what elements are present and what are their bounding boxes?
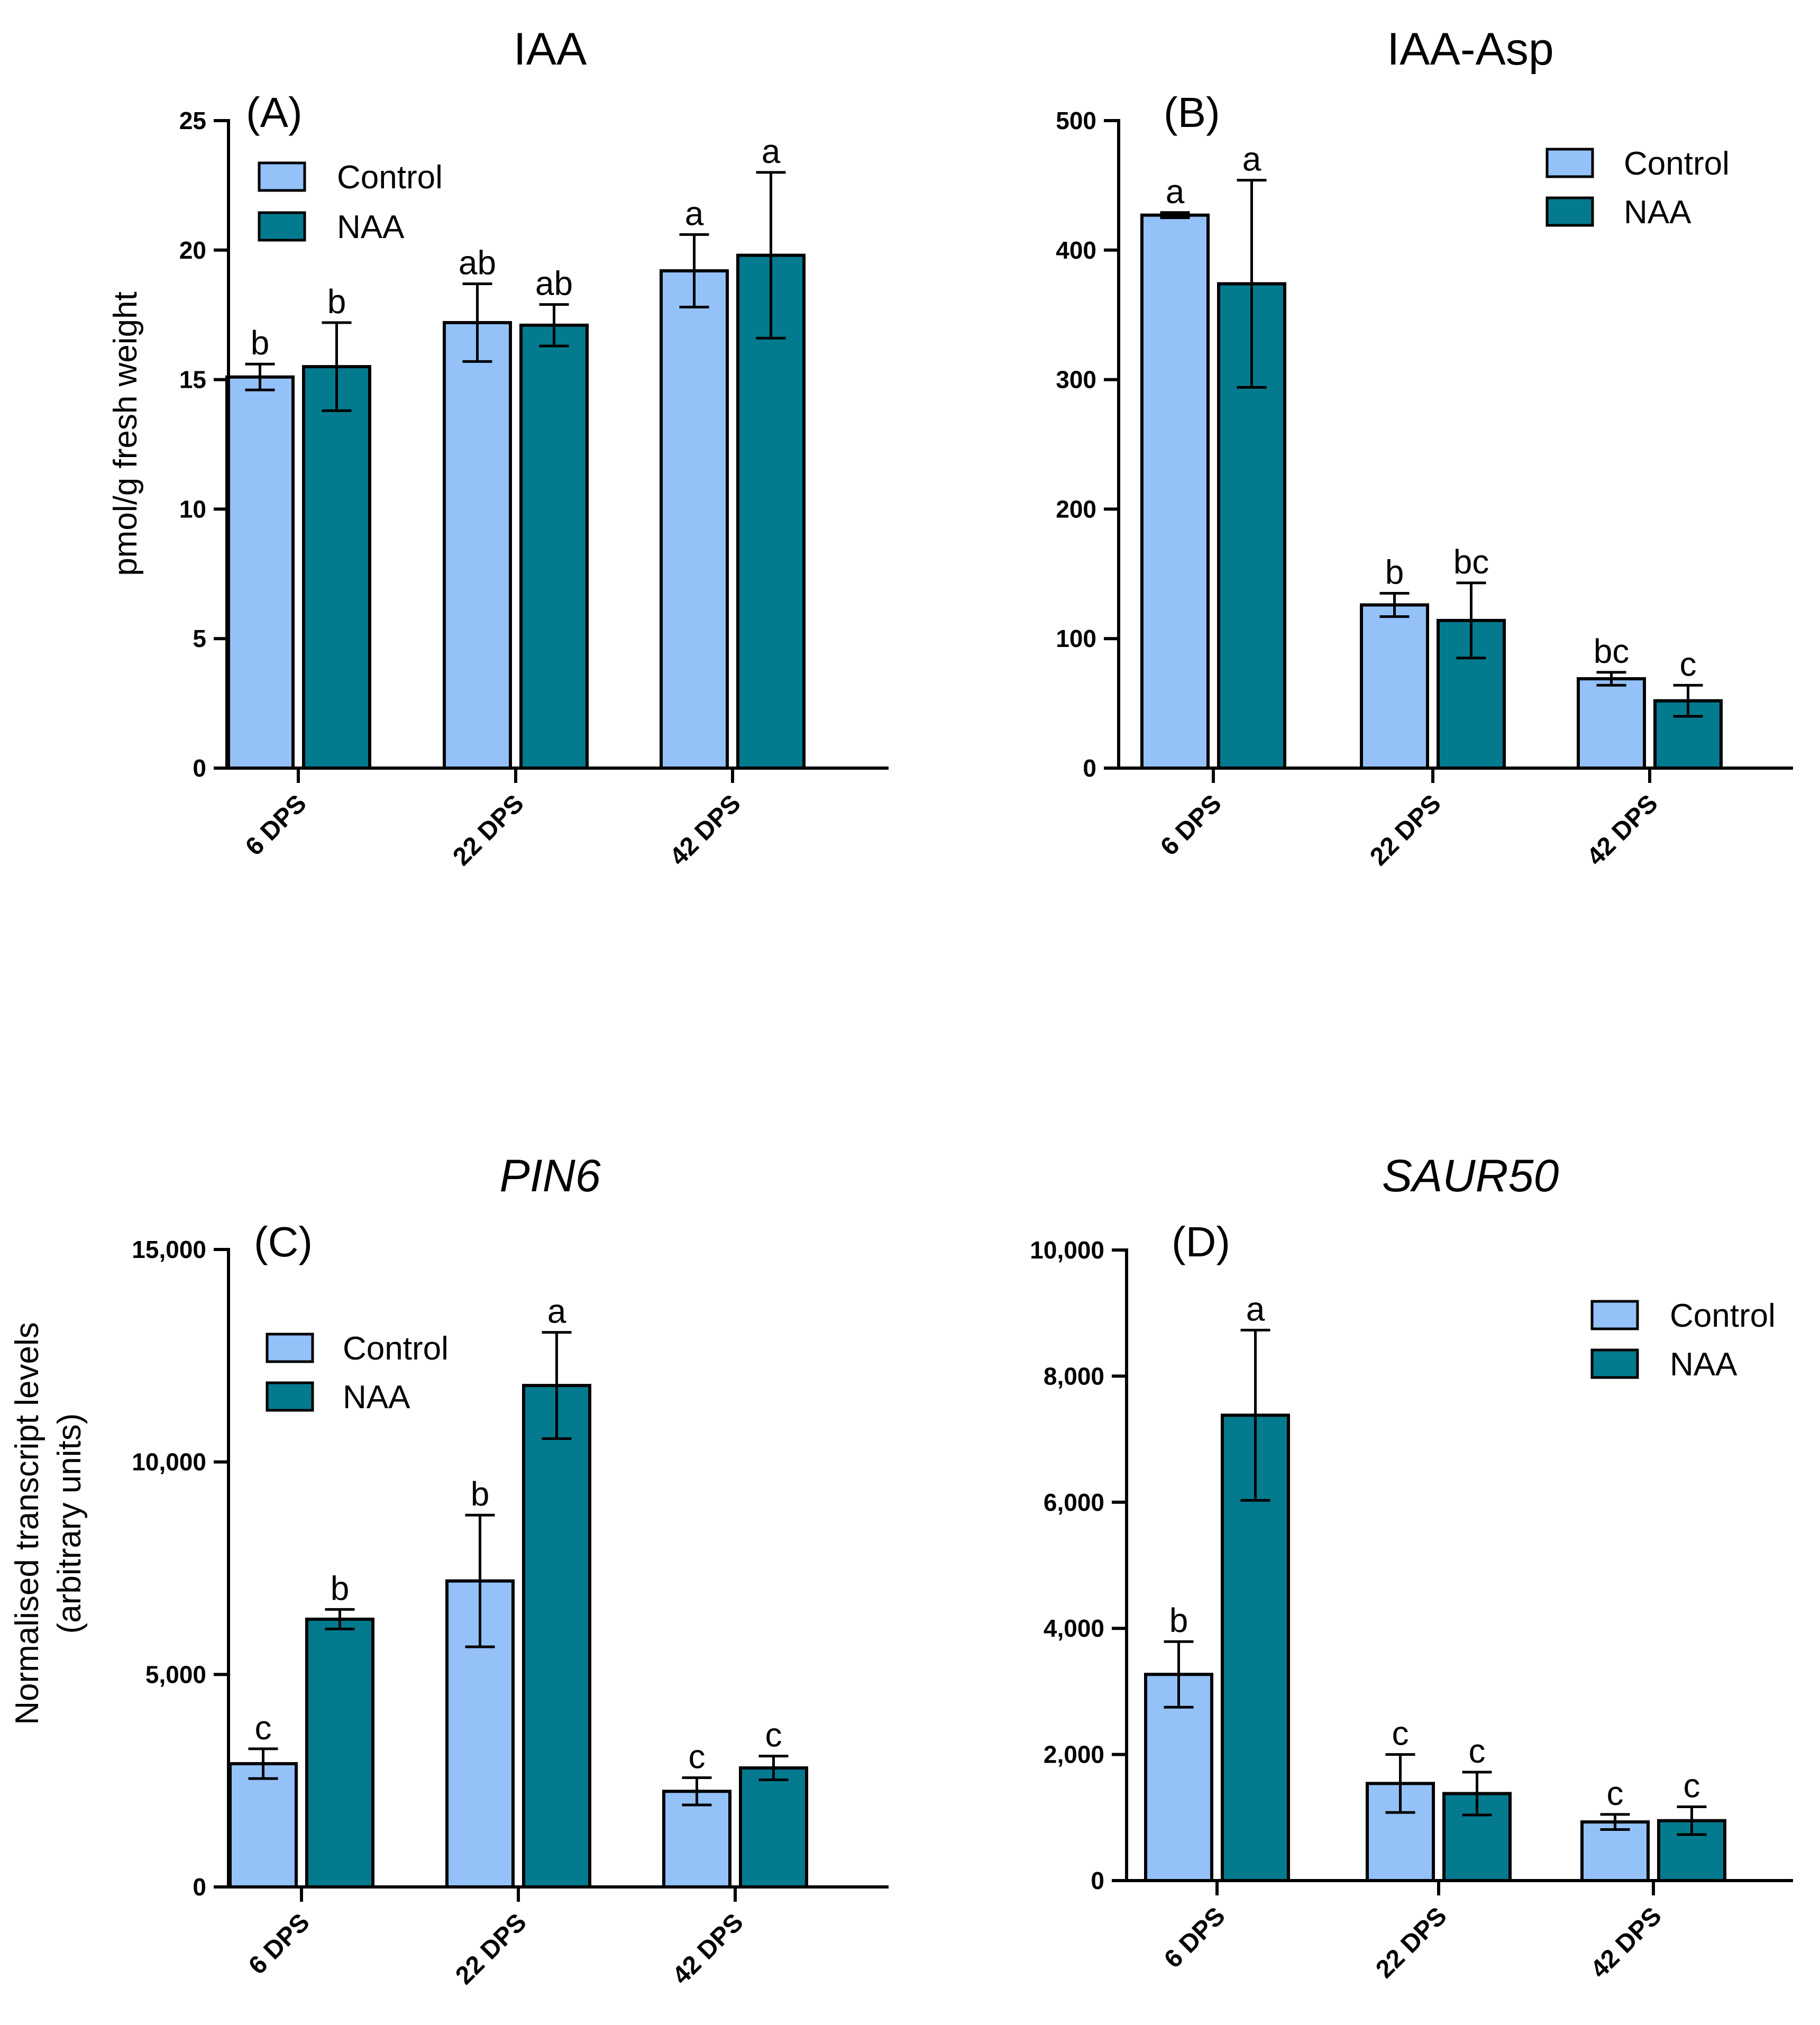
y-tick-label: 500 xyxy=(1056,107,1096,134)
significance-letter: c xyxy=(1469,1732,1486,1770)
legend-label-naa: NAA xyxy=(337,209,405,245)
legend-label-control: Control xyxy=(337,159,443,196)
legend-label-control: Control xyxy=(1670,1298,1776,1334)
legend-swatch-naa xyxy=(1590,1348,1639,1379)
y-tick-label: 300 xyxy=(1056,366,1096,394)
significance-letter: ab xyxy=(535,264,573,303)
legend-swatch-control xyxy=(1545,148,1594,178)
y-tick-label: 10,000 xyxy=(1030,1236,1104,1264)
bar-naa-2 xyxy=(739,1766,808,1889)
panel-d: SAUR50 (D) Control NAA b c c a c c 0 2,000 4,000… xyxy=(1030,1151,1793,1984)
significance-letter: b xyxy=(331,1569,350,1607)
bar-control-1 xyxy=(1360,603,1429,770)
y-tick-label: 10 xyxy=(179,495,206,523)
bar-control-2 xyxy=(662,1790,731,1889)
significance-letter: ab xyxy=(459,243,496,281)
significance-letter: c xyxy=(255,1709,272,1747)
y-tick-label: 5 xyxy=(193,625,206,652)
bar-naa-1 xyxy=(522,1384,591,1889)
significance-letter: b xyxy=(1385,553,1404,591)
legend-label-naa: NAA xyxy=(1624,194,1691,231)
significance-letter: a xyxy=(762,132,781,170)
bar-control-0 xyxy=(1144,1673,1213,1883)
bar-naa-0 xyxy=(302,365,371,770)
panel-b: IAA-Asp (B) Control NAA a b bc a bc c 0 100 200 3… xyxy=(1056,24,1793,871)
bar-naa-1 xyxy=(519,323,589,770)
bar-control-2 xyxy=(660,269,729,770)
y-tick-label: 6,000 xyxy=(1044,1489,1104,1516)
y-tick-label: 0 xyxy=(1091,1867,1104,1894)
legend: Control NAA xyxy=(1590,1298,1776,1383)
significance-letter: a xyxy=(685,194,704,232)
legend-label-naa: NAA xyxy=(343,1379,410,1416)
legend-swatch-control xyxy=(1590,1300,1639,1330)
significance-letter: c xyxy=(1684,1767,1700,1805)
y-axis-label: pmol/g fresh weight xyxy=(107,291,144,576)
significance-letter: b xyxy=(251,324,270,362)
y-axis-label-line-2: (arbitrary units) xyxy=(51,1413,88,1634)
bar-control-1 xyxy=(443,321,512,770)
legend-swatch-naa xyxy=(258,211,306,242)
significance-letter: a xyxy=(1166,172,1185,211)
bar-control-0 xyxy=(228,1762,298,1889)
significance-letter: c xyxy=(1680,645,1697,683)
legend-swatch-naa xyxy=(1545,196,1594,227)
y-tick-label: 25 xyxy=(179,107,206,134)
legend-label-control: Control xyxy=(343,1330,449,1367)
panel-label: (B) xyxy=(1164,89,1220,136)
panel-label: (A) xyxy=(246,89,303,136)
legend-swatch-control xyxy=(258,161,306,192)
significance-letter: a xyxy=(1246,1290,1265,1328)
y-axis-label-line-1: Normalised transcript levels xyxy=(9,1322,45,1725)
y-tick-label: 5,000 xyxy=(145,1661,206,1688)
legend: Control NAA xyxy=(1545,145,1730,231)
panel-label: (D) xyxy=(1172,1218,1230,1265)
significance-letter: bc xyxy=(1453,543,1489,581)
y-tick-label: 15 xyxy=(179,366,206,394)
panel-title: IAA-Asp xyxy=(1387,24,1553,75)
panel-label: (C) xyxy=(254,1218,313,1265)
significance-letter: b xyxy=(1169,1601,1188,1639)
y-tick-label: 100 xyxy=(1056,625,1096,652)
y-tick-label: 200 xyxy=(1056,495,1096,523)
significance-letter: a xyxy=(1242,140,1261,178)
legend-swatch-naa xyxy=(266,1381,314,1412)
y-tick-label: 0 xyxy=(193,754,206,782)
significance-letter: b xyxy=(471,1475,490,1513)
y-tick-label: 4,000 xyxy=(1044,1614,1104,1642)
legend: Control NAA xyxy=(266,1330,449,1416)
y-tick-label: 8,000 xyxy=(1044,1362,1104,1390)
bar-control-0 xyxy=(225,375,295,770)
legend-label-control: Control xyxy=(1624,145,1730,182)
y-tick-label: 10,000 xyxy=(132,1448,206,1476)
panel-title: IAA xyxy=(514,24,587,75)
significance-letter: c xyxy=(689,1738,706,1776)
significance-letter: bc xyxy=(1594,632,1630,670)
panel-title: PIN6 xyxy=(499,1151,600,1201)
y-tick-label: 20 xyxy=(179,236,206,264)
y-tick-label: 400 xyxy=(1056,236,1096,264)
y-tick-label: 0 xyxy=(193,1873,206,1901)
significance-letter: b xyxy=(327,282,346,321)
y-tick-label: 15,000 xyxy=(132,1236,206,1263)
panel-title: SAUR50 xyxy=(1382,1151,1559,1201)
legend: Control NAA xyxy=(258,159,443,245)
bar-control-2 xyxy=(1577,677,1646,770)
bar-control-0 xyxy=(1140,213,1210,770)
legend-swatch-control xyxy=(266,1333,314,1363)
significance-letter: a xyxy=(547,1292,566,1330)
significance-letter: c xyxy=(765,1716,782,1754)
legend-label-naa: NAA xyxy=(1670,1346,1737,1383)
significance-letter: c xyxy=(1392,1714,1409,1753)
bar-naa-0 xyxy=(305,1617,374,1889)
y-tick-label: 0 xyxy=(1083,754,1096,782)
significance-letter: c xyxy=(1607,1774,1624,1812)
y-tick-label: 2,000 xyxy=(1044,1741,1104,1768)
